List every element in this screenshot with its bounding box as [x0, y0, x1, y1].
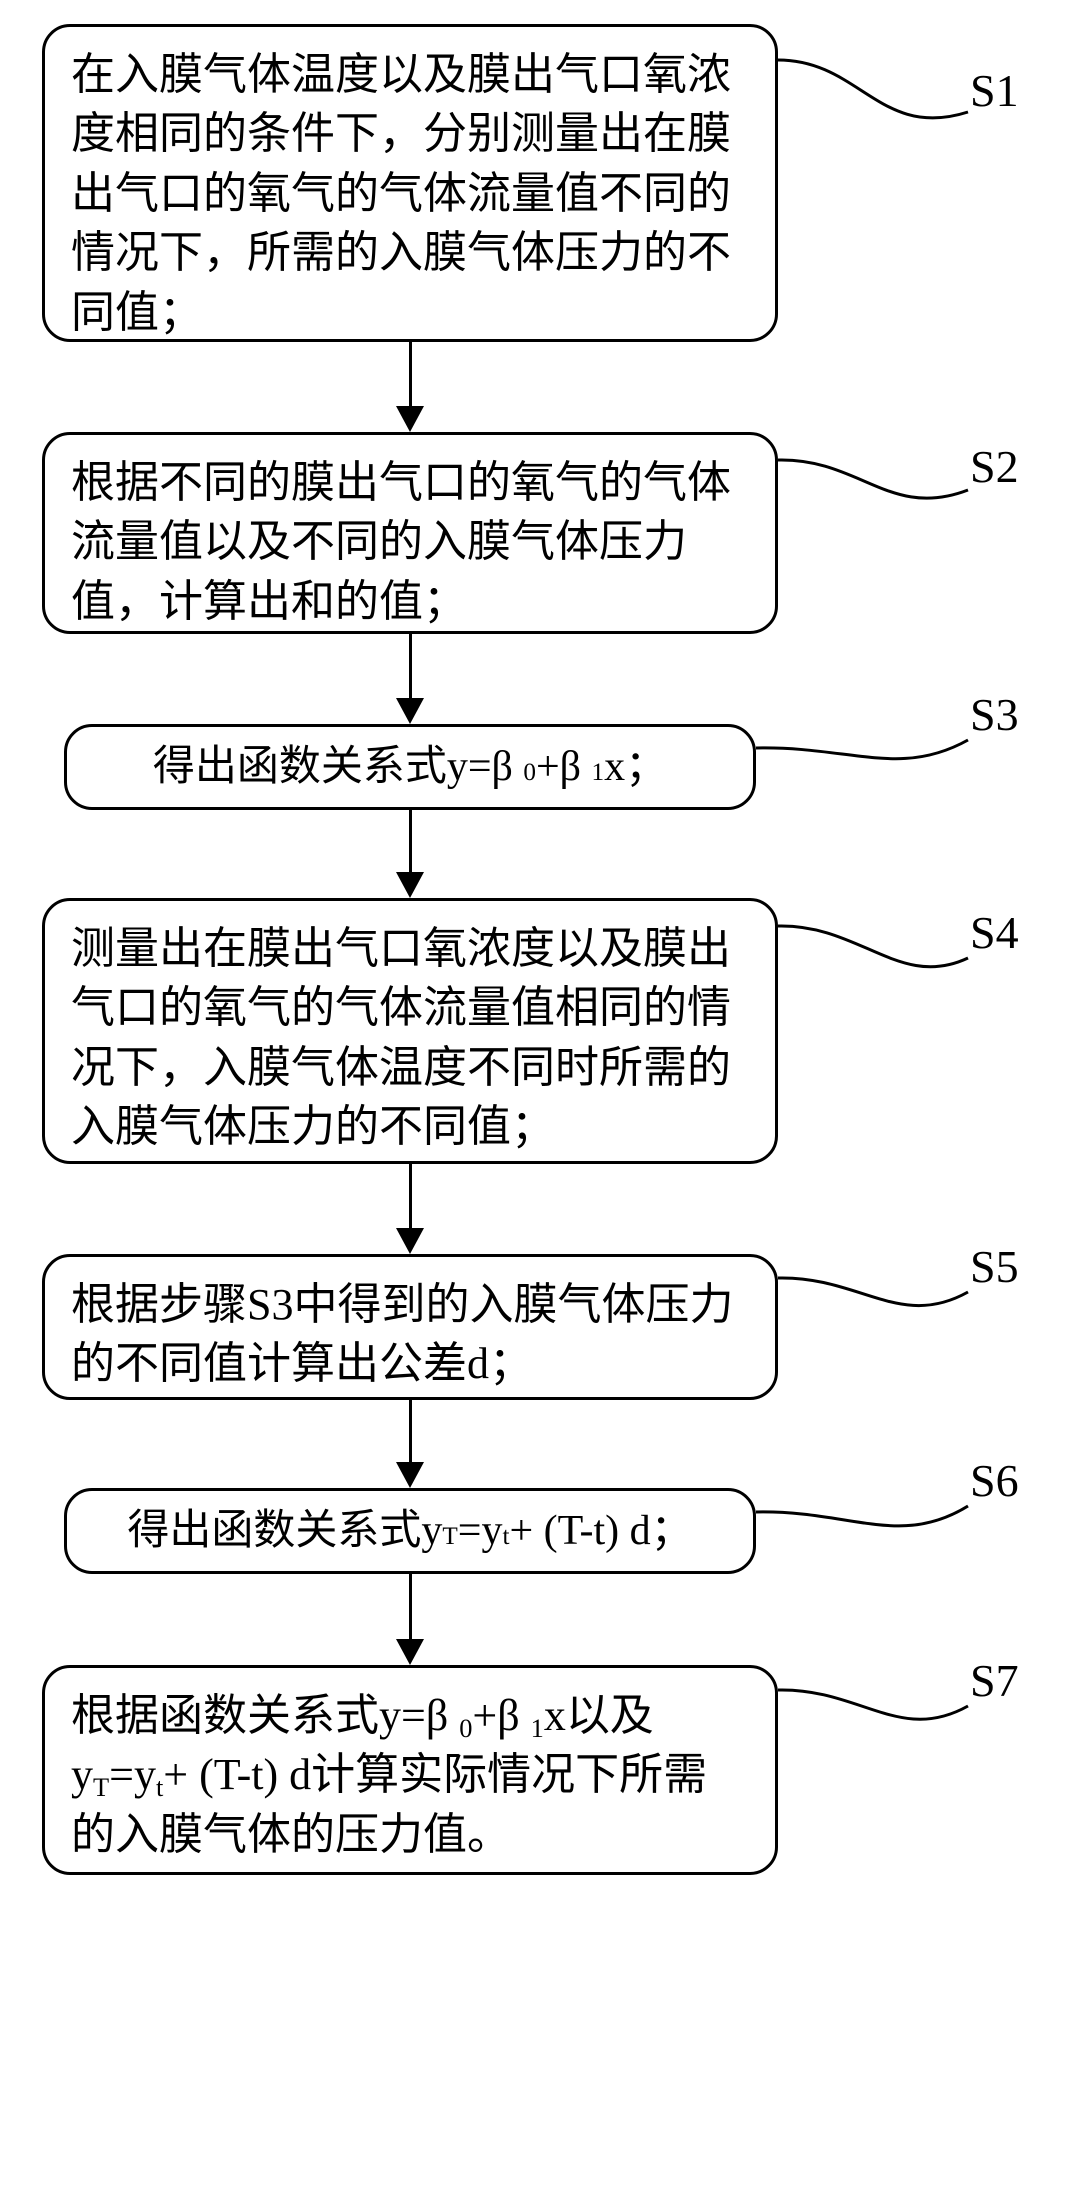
step-label-s6: S6	[970, 1454, 1019, 1507]
step-label-s3: S3	[970, 688, 1019, 741]
arrow-head-s2-s3	[396, 698, 424, 724]
arrow-head-s4-s5	[396, 1228, 424, 1254]
flow-node-s6: 得出函数关系式yT=yt+ (T-t) d；	[64, 1488, 756, 1574]
flow-node-s7: 根据函数关系式y=β 0+β 1x以及yT=yt+ (T-t) d计算实际情况下…	[42, 1665, 778, 1875]
arrow-head-s3-s4	[396, 872, 424, 898]
arrow-head-s5-s6	[396, 1462, 424, 1488]
flow-node-s5: 根据步骤S3中得到的入膜气体压力的不同值计算出公差d；	[42, 1254, 778, 1400]
flow-node-s4: 测量出在膜出气口氧浓度以及膜出气口的氧气的气体流量值相同的情况下，入膜气体温度不…	[42, 898, 778, 1164]
step-label-s4: S4	[970, 906, 1019, 959]
flow-node-s1: 在入膜气体温度以及膜出气口氧浓度相同的条件下，分别测量出在膜出气口的氧气的气体流…	[42, 24, 778, 342]
arrow-s4-s5	[409, 1164, 412, 1228]
step-label-s5: S5	[970, 1240, 1019, 1293]
arrow-head-s6-s7	[396, 1639, 424, 1665]
flow-node-s2: 根据不同的膜出气口的氧气的气体流量值以及不同的入膜气体压力值，计算出和的值；	[42, 432, 778, 634]
step-label-s2: S2	[970, 440, 1019, 493]
step-label-s7: S7	[970, 1654, 1019, 1707]
flowchart-canvas: 在入膜气体温度以及膜出气口氧浓度相同的条件下，分别测量出在膜出气口的氧气的气体流…	[0, 0, 1066, 2207]
step-label-s1: S1	[970, 64, 1019, 117]
arrow-s6-s7	[409, 1574, 412, 1639]
arrow-s2-s3	[409, 634, 412, 698]
arrow-s5-s6	[409, 1400, 412, 1462]
arrow-head-s1-s2	[396, 406, 424, 432]
arrow-s1-s2	[409, 342, 412, 406]
flow-node-s3: 得出函数关系式y=β 0+β 1x；	[64, 724, 756, 810]
arrow-s3-s4	[409, 810, 412, 872]
